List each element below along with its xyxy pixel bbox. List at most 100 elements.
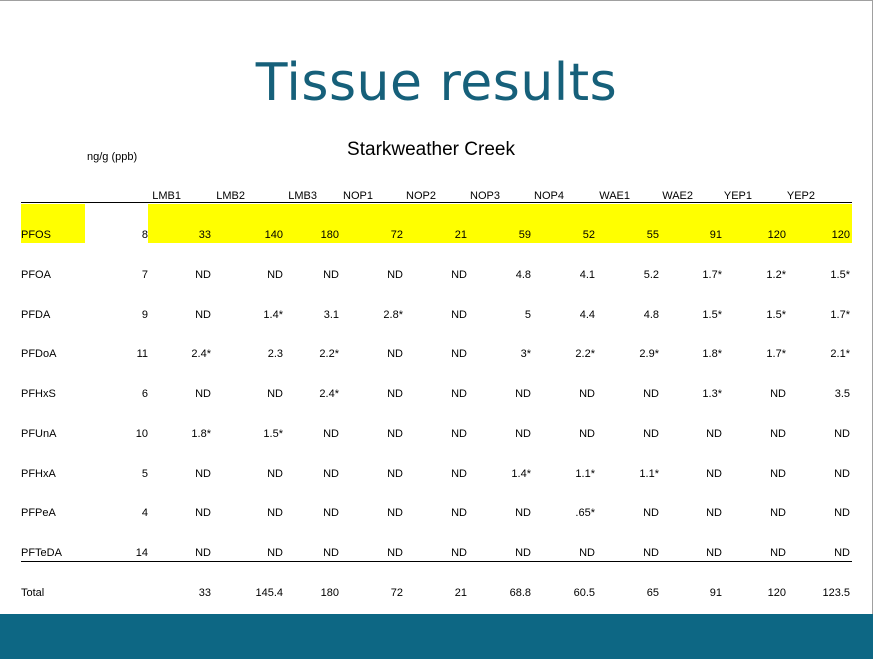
total-cell: 68.8 [509,587,531,599]
table-cell: 5.2 [643,269,659,281]
table-cell: ND [706,507,722,519]
table-cell: 2.2* [575,348,595,360]
table-cell: ND [770,468,786,480]
table-cell: ND [515,388,531,400]
row-label-pfhxa: PFHxA [21,468,56,480]
row-number: 6 [141,388,148,400]
table-cell: 1.8* [702,348,722,360]
highlight-values [148,204,852,243]
table-cell: ND [706,547,722,559]
column-header-nop1: NOP1 [343,190,373,202]
total-cell: 180 [320,587,339,599]
table-cell: 2.1* [830,348,850,360]
row-number: 11 [136,348,148,360]
table-cell: 1.5* [830,269,850,281]
row-label-pfda: PFDA [21,309,51,321]
table-cell: 120 [831,229,850,241]
table-cell: ND [387,269,403,281]
table-cell: 1.7* [702,269,722,281]
table-cell: ND [770,388,786,400]
column-header-lmb2: LMB2 [216,190,245,202]
row-label-pfuna: PFUnA [21,428,57,440]
table-cell: ND [451,547,467,559]
table-cell: ND [323,468,339,480]
table-cell: 2.2* [319,348,339,360]
row-label-pfdoa: PFDoA [21,348,57,360]
table-cell: ND [195,388,211,400]
total-cell: 123.5 [822,587,850,599]
table-cell: ND [195,269,211,281]
table-cell: ND [387,348,403,360]
table-cell: ND [451,428,467,440]
column-header-nop2: NOP2 [406,190,436,202]
total-divider [21,561,852,562]
row-label-pfos: PFOS [21,229,51,241]
table-cell: 1.1* [639,468,659,480]
table-cell: 1.5* [702,309,722,321]
table-cell: ND [706,468,722,480]
table-cell: 3.1 [323,309,339,321]
table-cell: 4.4 [579,309,595,321]
table-subtitle: Starkweather Creek [347,139,515,160]
table-cell: 140 [264,229,283,241]
table-cell: ND [579,547,595,559]
table-cell: ND [770,507,786,519]
table-cell: ND [387,507,403,519]
column-header-nop4: NOP4 [534,190,564,202]
table-cell: ND [267,388,283,400]
total-cell: 91 [709,587,722,599]
row-number: 8 [141,229,148,241]
table-cell: ND [643,428,659,440]
row-number: 4 [141,507,148,519]
table-cell: 4.1 [579,269,595,281]
slide-title: Tissue results [255,53,618,113]
table-cell: 120 [767,229,786,241]
table-cell: 4.8 [643,309,659,321]
column-header-yep1: YEP1 [723,190,752,202]
table-cell: 1.2* [766,269,786,281]
table-cell: ND [451,269,467,281]
table-cell: 33 [198,229,211,241]
total-cell: 65 [646,587,659,599]
table-cell: 1.8* [191,428,211,440]
table-cell: ND [451,348,467,360]
table-cell: ND [706,428,722,440]
table-cell: ND [643,507,659,519]
table-cell: ND [834,468,850,480]
row-number: 9 [141,309,148,321]
table-cell: ND [267,547,283,559]
table-cell: 2.3 [267,348,283,360]
table-cell: 1.1* [575,468,595,480]
units-label: ng/g (ppb) [87,151,138,163]
table-cell: ND [451,507,467,519]
table-cell: ND [323,269,339,281]
table-cell: 3.5 [834,388,850,400]
row-label-pfteda: PFTeDA [21,547,62,559]
column-header-wae2: WAE2 [662,190,693,202]
column-header-lmb3: LMB3 [288,190,317,202]
table-cell: 55 [646,229,659,241]
table-cell: ND [515,428,531,440]
highlight-label [21,204,85,243]
table-cell: ND [267,468,283,480]
table-cell: ND [834,507,850,519]
total-cell: 72 [390,587,403,599]
table-cell: ND [834,428,850,440]
table-cell: ND [195,507,211,519]
total-cell: 120 [767,587,786,599]
table-cell: 4.8 [515,269,531,281]
row-number: 10 [135,428,148,440]
table-cell: 1.7* [830,309,850,321]
table-cell: 3* [520,348,531,360]
row-label-pfpea: PFPeA [21,507,56,519]
table-cell: 91 [709,229,722,241]
table-cell: 1.5* [766,309,786,321]
table-cell: ND [323,507,339,519]
table-cell: ND [643,388,659,400]
row-number: 7 [141,269,148,281]
table-cell: 21 [454,229,467,241]
row-label-pfoa: PFOA [21,269,51,281]
table-cell: ND [515,547,531,559]
table-cell: 2.8* [383,309,403,321]
table-cell: ND [834,547,850,559]
